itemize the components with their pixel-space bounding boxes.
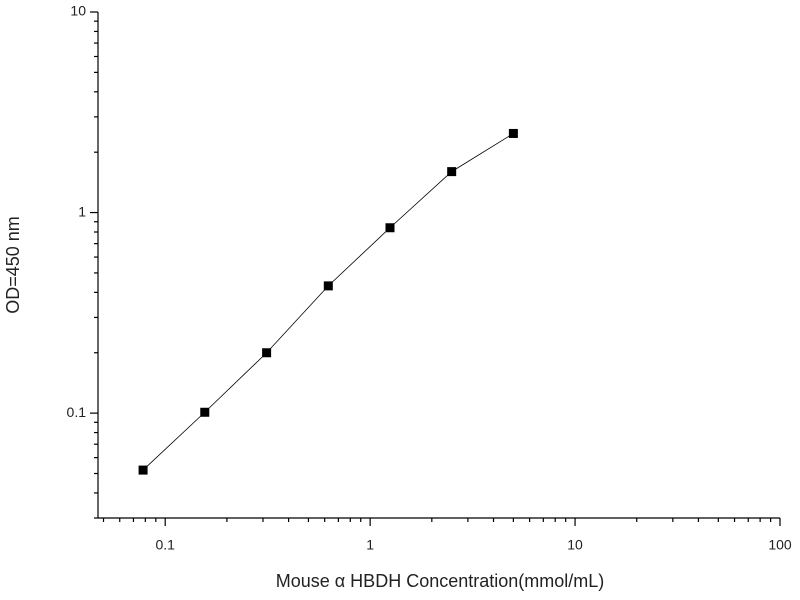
point bbox=[508, 128, 518, 138]
x-tick-label: 1 bbox=[366, 537, 374, 553]
x-tick-label: 10 bbox=[567, 537, 583, 553]
series-line bbox=[142, 133, 514, 471]
x-tick-label: 100 bbox=[768, 537, 792, 553]
point bbox=[447, 167, 457, 177]
y-axis-label: OD=450 nm bbox=[3, 216, 23, 314]
point bbox=[138, 465, 148, 475]
point bbox=[385, 223, 395, 233]
y-tick-label: 1 bbox=[78, 203, 86, 219]
point bbox=[200, 407, 210, 417]
point bbox=[323, 281, 333, 291]
point bbox=[262, 348, 272, 358]
x-axis-label: Mouse α HBDH Concentration(mmol/mL) bbox=[276, 571, 605, 591]
x-tick-label: 0.1 bbox=[155, 537, 175, 553]
y-tick-label: 0.1 bbox=[67, 404, 87, 420]
y-tick-label: 10 bbox=[70, 3, 86, 19]
